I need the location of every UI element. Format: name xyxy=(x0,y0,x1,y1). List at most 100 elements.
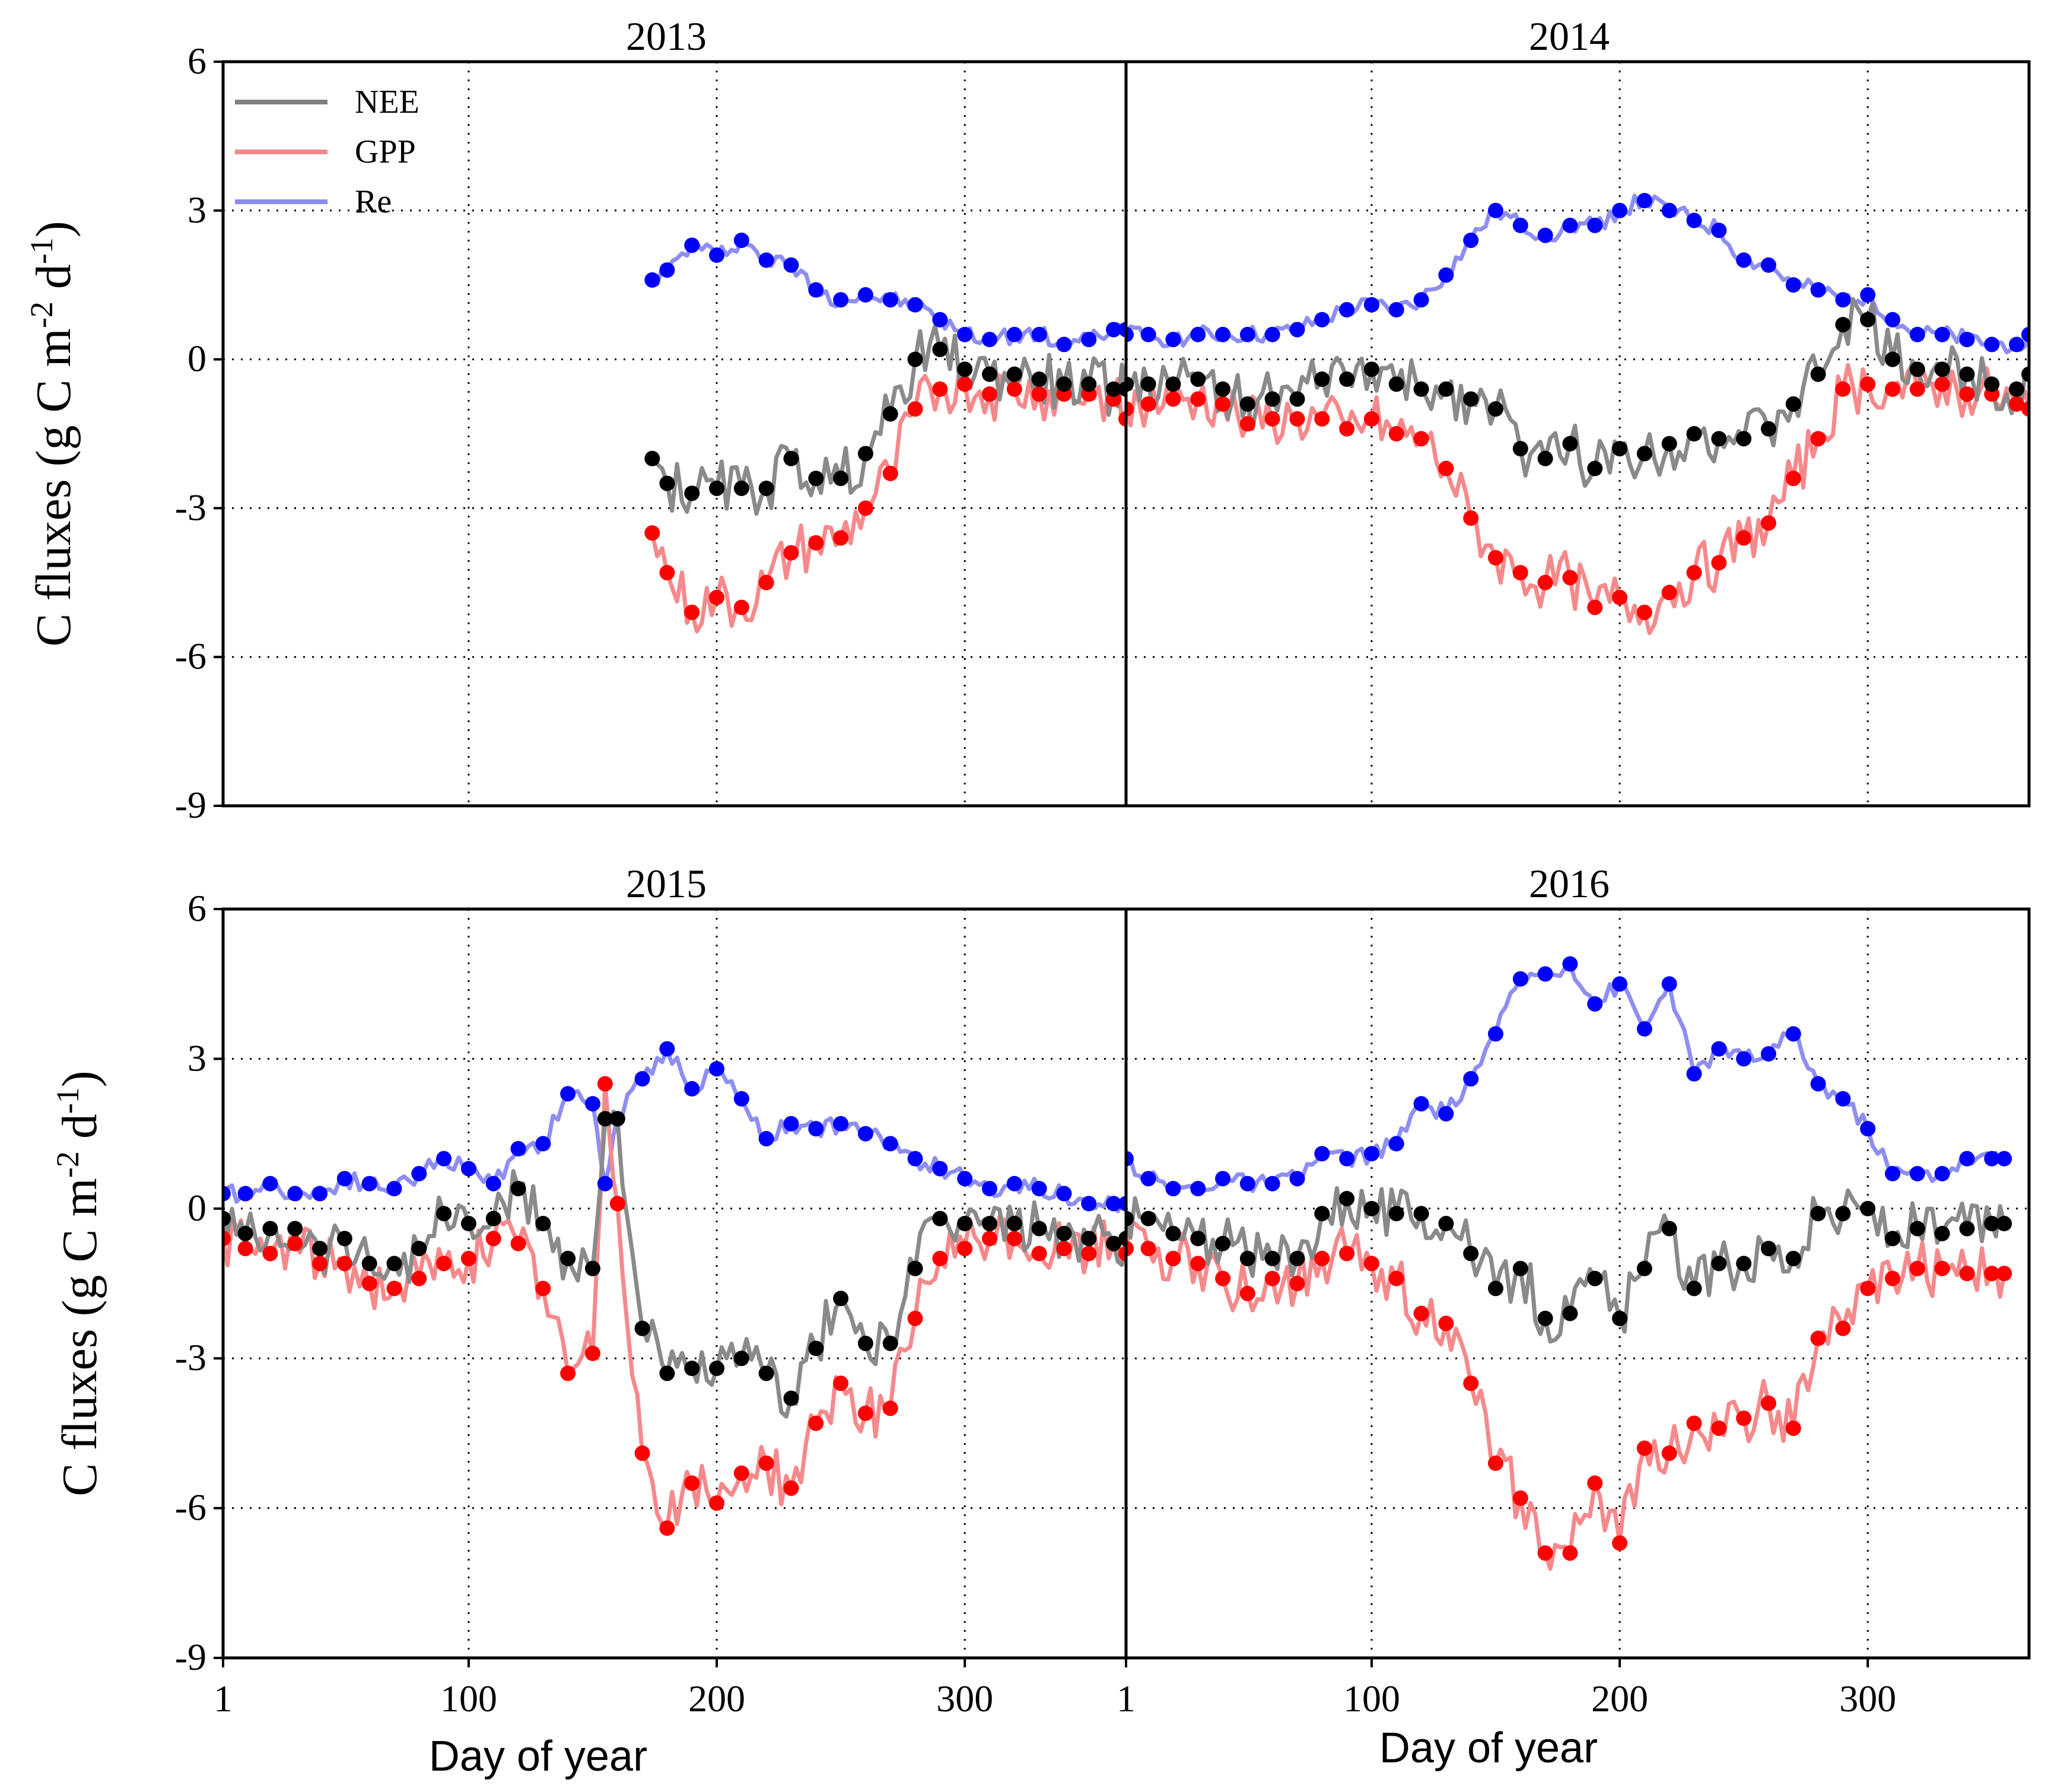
point-gpp-2016 xyxy=(1785,1420,1801,1436)
series-dots-2013 xyxy=(644,232,1126,620)
point-nee-2014 xyxy=(1388,376,1404,392)
point-re-2013 xyxy=(833,292,849,308)
point-gpp-2016 xyxy=(1810,1330,1826,1346)
series-dots-2014 xyxy=(1126,193,2029,620)
panel-2016: 2016 xyxy=(1126,861,2029,1658)
point-nee-2015 xyxy=(808,1340,824,1356)
point-re-2014 xyxy=(1909,326,1925,342)
point-re-2015 xyxy=(634,1071,650,1087)
point-re-2016 xyxy=(1537,966,1553,982)
point-nee-2016 xyxy=(1760,1241,1776,1257)
point-gpp-2013 xyxy=(982,386,998,402)
point-gpp-2015 xyxy=(609,1196,625,1212)
line-gpp-2014 xyxy=(1126,362,2029,636)
point-gpp-2013 xyxy=(684,604,700,620)
point-gpp-2016 xyxy=(1959,1266,1975,1282)
point-re-2014 xyxy=(1612,202,1628,218)
point-nee-2015 xyxy=(1081,1231,1097,1247)
point-re-2014 xyxy=(1562,217,1578,233)
point-nee-2016 xyxy=(1562,1305,1578,1321)
point-re-2016 xyxy=(1959,1151,1975,1167)
point-gpp-2014 xyxy=(1314,411,1330,427)
point-gpp-2014 xyxy=(1239,416,1255,432)
xtick-label: 100 xyxy=(1343,1677,1400,1720)
point-nee-2016 xyxy=(1463,1245,1479,1262)
point-gpp-2013 xyxy=(882,465,898,481)
point-nee-2013 xyxy=(808,471,824,487)
point-re-2013 xyxy=(1056,336,1072,352)
point-gpp-2015 xyxy=(709,1495,725,1511)
point-re-2014 xyxy=(1661,202,1677,218)
point-gpp-2015 xyxy=(535,1281,551,1297)
point-gpp-2014 xyxy=(1165,391,1181,407)
point-re-2016 xyxy=(1562,956,1578,972)
point-nee-2015 xyxy=(485,1210,501,1227)
point-re-2015 xyxy=(684,1081,700,1097)
panel-title-2016: 2016 xyxy=(1529,861,1610,906)
point-nee-2016 xyxy=(1363,1200,1379,1216)
x-axis-label: Day of year xyxy=(429,1733,647,1780)
point-gpp-2015 xyxy=(336,1256,352,1272)
point-re-2013 xyxy=(644,272,660,288)
point-nee-2015 xyxy=(597,1111,613,1127)
point-nee-2015 xyxy=(287,1221,303,1237)
point-gpp-2015 xyxy=(957,1241,973,1257)
point-re-2015 xyxy=(833,1116,849,1132)
point-re-2014 xyxy=(1711,223,1727,239)
point-gpp-2013 xyxy=(808,535,824,551)
point-re-2015 xyxy=(585,1096,601,1112)
point-re-2015 xyxy=(1006,1175,1022,1192)
point-nee-2015 xyxy=(336,1231,352,1247)
point-gpp-2015 xyxy=(659,1520,675,1536)
point-re-2013 xyxy=(1118,322,1126,338)
point-re-2014 xyxy=(1264,326,1280,342)
point-gpp-2014 xyxy=(1537,574,1553,590)
point-gpp-2014 xyxy=(1612,589,1628,605)
point-nee-2016 xyxy=(1289,1250,1305,1266)
point-gpp-2015 xyxy=(758,1455,774,1471)
point-nee-2016 xyxy=(1686,1281,1702,1297)
point-re-2015 xyxy=(560,1086,576,1102)
line-re-2014 xyxy=(1126,193,2029,355)
point-re-2016 xyxy=(1388,1136,1404,1152)
point-re-2013 xyxy=(684,237,700,253)
point-nee-2015 xyxy=(411,1241,427,1257)
point-re-2016 xyxy=(1810,1076,1826,1092)
point-nee-2013 xyxy=(1106,381,1122,397)
point-nee-2015 xyxy=(1031,1221,1047,1237)
point-nee-2014 xyxy=(1463,391,1479,407)
point-nee-2015 xyxy=(684,1361,700,1377)
point-gpp-2013 xyxy=(907,401,923,417)
point-nee-2014 xyxy=(1413,381,1429,397)
point-nee-2015 xyxy=(857,1335,873,1351)
point-gpp-2015 xyxy=(460,1250,476,1266)
point-re-2016 xyxy=(1314,1146,1330,1162)
point-gpp-2016 xyxy=(1264,1270,1280,1286)
point-gpp-2016 xyxy=(1711,1420,1727,1436)
point-gpp-2016 xyxy=(1165,1250,1181,1266)
point-nee-2015 xyxy=(882,1335,898,1351)
point-gpp-2016 xyxy=(1140,1241,1156,1257)
ytick-label: -9 xyxy=(175,1636,206,1678)
point-nee-2016 xyxy=(1785,1250,1801,1266)
point-gpp-2015 xyxy=(560,1365,576,1381)
point-re-2016 xyxy=(1215,1171,1231,1187)
point-gpp-2014 xyxy=(1413,431,1429,447)
point-re-2014 xyxy=(2021,326,2029,342)
point-re-2015 xyxy=(485,1175,501,1192)
point-re-2014 xyxy=(1636,193,1652,209)
point-re-2015 xyxy=(262,1175,278,1192)
point-re-2015 xyxy=(982,1181,998,1197)
point-re-2016 xyxy=(1636,1021,1652,1037)
point-re-2015 xyxy=(597,1175,613,1192)
point-re-2014 xyxy=(1860,287,1876,303)
point-re-2013 xyxy=(982,332,998,348)
point-nee-2016 xyxy=(1140,1210,1156,1227)
point-gpp-2016 xyxy=(1909,1260,1925,1276)
point-re-2013 xyxy=(808,282,824,298)
point-nee-2014 xyxy=(1959,366,1975,382)
point-nee-2014 xyxy=(1810,366,1826,382)
point-gpp-2016 xyxy=(1562,1545,1578,1561)
ytick-label: 6 xyxy=(187,40,206,82)
y-axis-label: C fluxes (g C m-2 d-1) xyxy=(24,221,81,647)
